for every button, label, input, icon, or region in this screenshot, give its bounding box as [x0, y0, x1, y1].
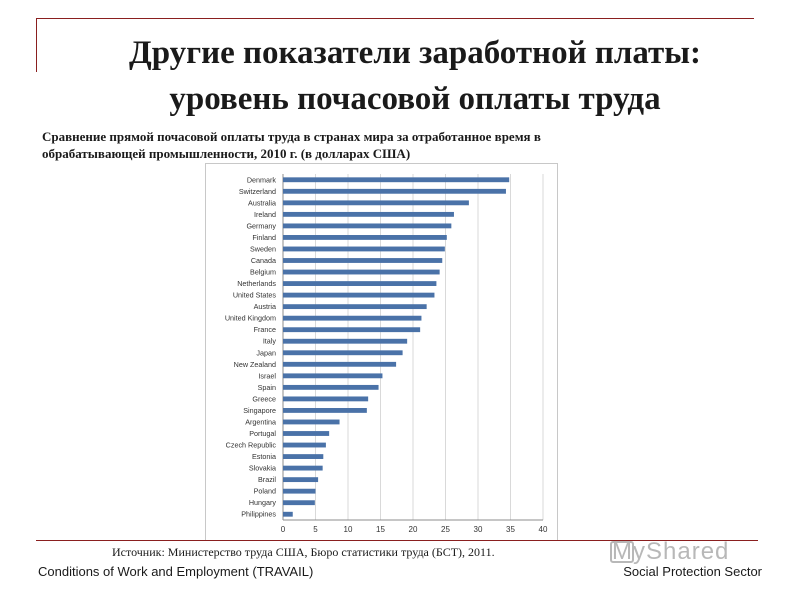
bar-26	[283, 477, 319, 483]
x-tick-label-3: 15	[376, 525, 385, 534]
category-label-27: Poland	[254, 487, 276, 496]
frame-top-line	[36, 18, 754, 19]
category-label-15: Japan	[256, 348, 276, 357]
category-label-0: Denmark	[247, 175, 277, 184]
category-label-18: Spain	[258, 383, 276, 392]
x-tick-label-6: 30	[474, 525, 483, 534]
bar-27	[283, 488, 316, 494]
category-label-13: France	[254, 325, 276, 334]
category-label-21: Argentina	[245, 417, 276, 426]
category-label-11: Austria	[254, 302, 276, 311]
x-tick-label-5: 25	[441, 525, 450, 534]
category-label-25: Slovakia	[249, 464, 276, 473]
bar-18	[283, 384, 379, 390]
bar-19	[283, 396, 369, 402]
category-label-24: Estonia	[252, 452, 276, 461]
watermark-logo-icon	[610, 541, 634, 563]
category-label-1: Switzerland	[239, 187, 276, 196]
category-label-4: Germany	[246, 221, 276, 230]
category-label-8: Belgium	[250, 268, 276, 277]
category-label-29: Philippines	[241, 510, 276, 519]
x-tick-label-0: 0	[281, 525, 286, 534]
bar-20	[283, 408, 367, 413]
bar-7	[283, 258, 443, 263]
bar-22	[283, 431, 330, 436]
bar-14	[283, 338, 408, 344]
bar-16	[283, 361, 397, 367]
bar-8	[283, 269, 440, 275]
subtitle-line-1: Сравнение прямой почасовой оплаты труда …	[42, 129, 541, 144]
category-label-26: Brazil	[258, 475, 276, 484]
category-label-5: Finland	[252, 233, 276, 242]
bar-29	[283, 511, 293, 517]
slide-title: Другие показатели заработной платы: уров…	[40, 30, 790, 122]
bar-5	[283, 235, 447, 240]
bar-13	[283, 327, 421, 333]
title-line-2: уровень почасовой оплаты труда	[169, 81, 661, 117]
bar-chart: Denmark Switzerland Australia Ireland German…	[225, 174, 548, 534]
category-label-9: Netherlands	[237, 279, 276, 288]
category-label-2: Australia	[248, 198, 276, 207]
category-label-16: New Zealand	[234, 360, 276, 369]
category-label-10: United States	[233, 291, 277, 300]
bar-28	[283, 500, 315, 506]
bar-6	[283, 246, 445, 252]
category-label-7: Canada	[251, 256, 276, 265]
bar-9	[283, 281, 437, 286]
subtitle-line-2: обрабатывающей промышленности, 2010 г. (…	[42, 146, 411, 161]
source-note: Источник: Министерство труда США, Бюро с…	[112, 545, 495, 559]
bar-2	[283, 200, 469, 206]
watermark-text: MyShared	[612, 538, 730, 565]
category-label-3: Ireland	[254, 210, 276, 219]
bar-24	[283, 454, 324, 459]
bar-10	[283, 292, 435, 298]
x-tick-label-4: 20	[409, 525, 418, 534]
bar-15	[283, 350, 403, 356]
bar-25	[283, 465, 323, 471]
category-label-22: Portugal	[249, 429, 276, 438]
bar-11	[283, 304, 427, 310]
category-label-23: Czech Republic	[226, 441, 277, 450]
bar-12	[283, 315, 422, 321]
bar-17	[283, 373, 383, 379]
category-label-19: Greece	[252, 394, 276, 403]
bar-21	[283, 419, 340, 425]
category-label-12: United Kingdom	[225, 314, 276, 323]
bar-4	[283, 223, 452, 229]
footer-right-text: Social Protection Sector	[623, 564, 762, 579]
frame-left-line	[36, 18, 37, 72]
footer-left-text: Conditions of Work and Employment (TRAVA…	[38, 564, 314, 579]
x-tick-label-8: 40	[539, 525, 548, 534]
chart-container: Denmark Switzerland Australia Ireland German…	[205, 163, 558, 541]
footer-rule	[36, 540, 758, 541]
category-label-17: Israel	[258, 371, 276, 380]
x-tick-label-7: 35	[506, 525, 515, 534]
title-line-1: Другие показатели заработной платы:	[129, 35, 701, 71]
bar-1	[283, 188, 506, 194]
x-tick-label-1: 5	[313, 525, 318, 534]
bar-23	[283, 442, 326, 448]
chart-subtitle: Сравнение прямой почасовой оплаты труда …	[42, 128, 762, 162]
category-label-20: Singapore	[243, 406, 276, 415]
bar-3	[283, 211, 454, 217]
bar-0	[283, 177, 510, 183]
category-label-28: Hungary	[249, 498, 277, 507]
x-tick-label-2: 10	[344, 525, 353, 534]
category-label-14: Italy	[263, 337, 277, 346]
category-label-6: Sweden	[250, 244, 276, 253]
